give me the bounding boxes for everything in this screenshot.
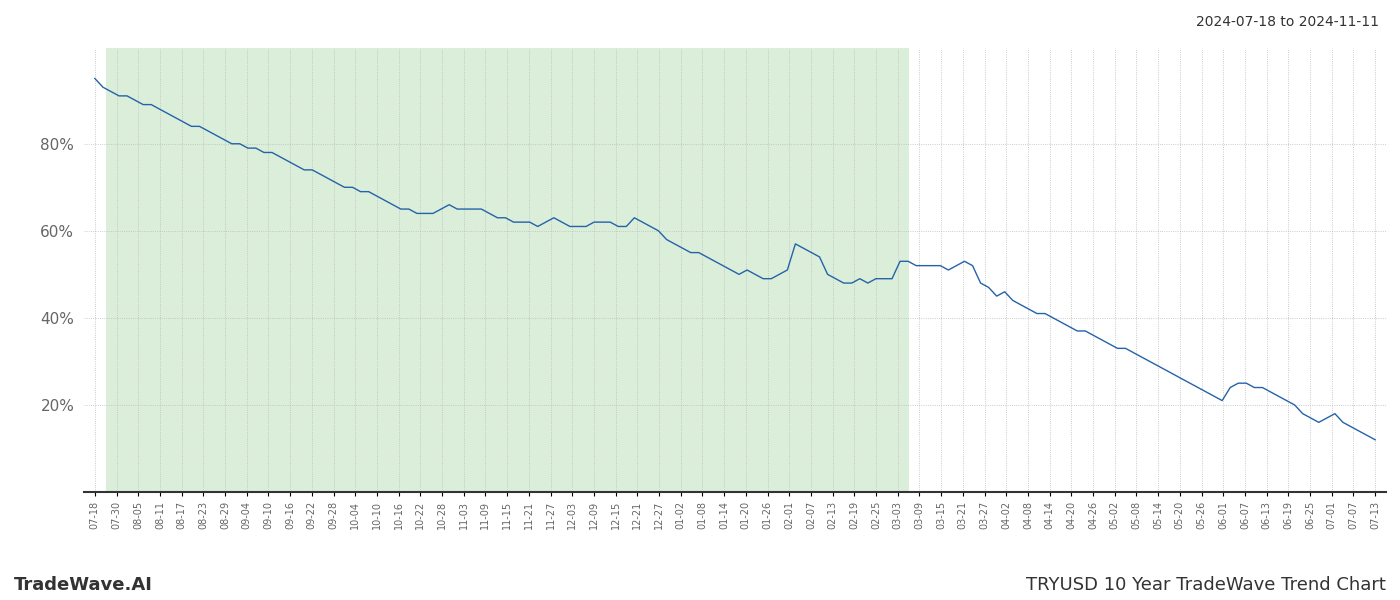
Text: 2024-07-18 to 2024-11-11: 2024-07-18 to 2024-11-11 <box>1196 15 1379 29</box>
Text: TradeWave.AI: TradeWave.AI <box>14 576 153 594</box>
Bar <box>106 48 909 492</box>
Text: TRYUSD 10 Year TradeWave Trend Chart: TRYUSD 10 Year TradeWave Trend Chart <box>1026 576 1386 594</box>
